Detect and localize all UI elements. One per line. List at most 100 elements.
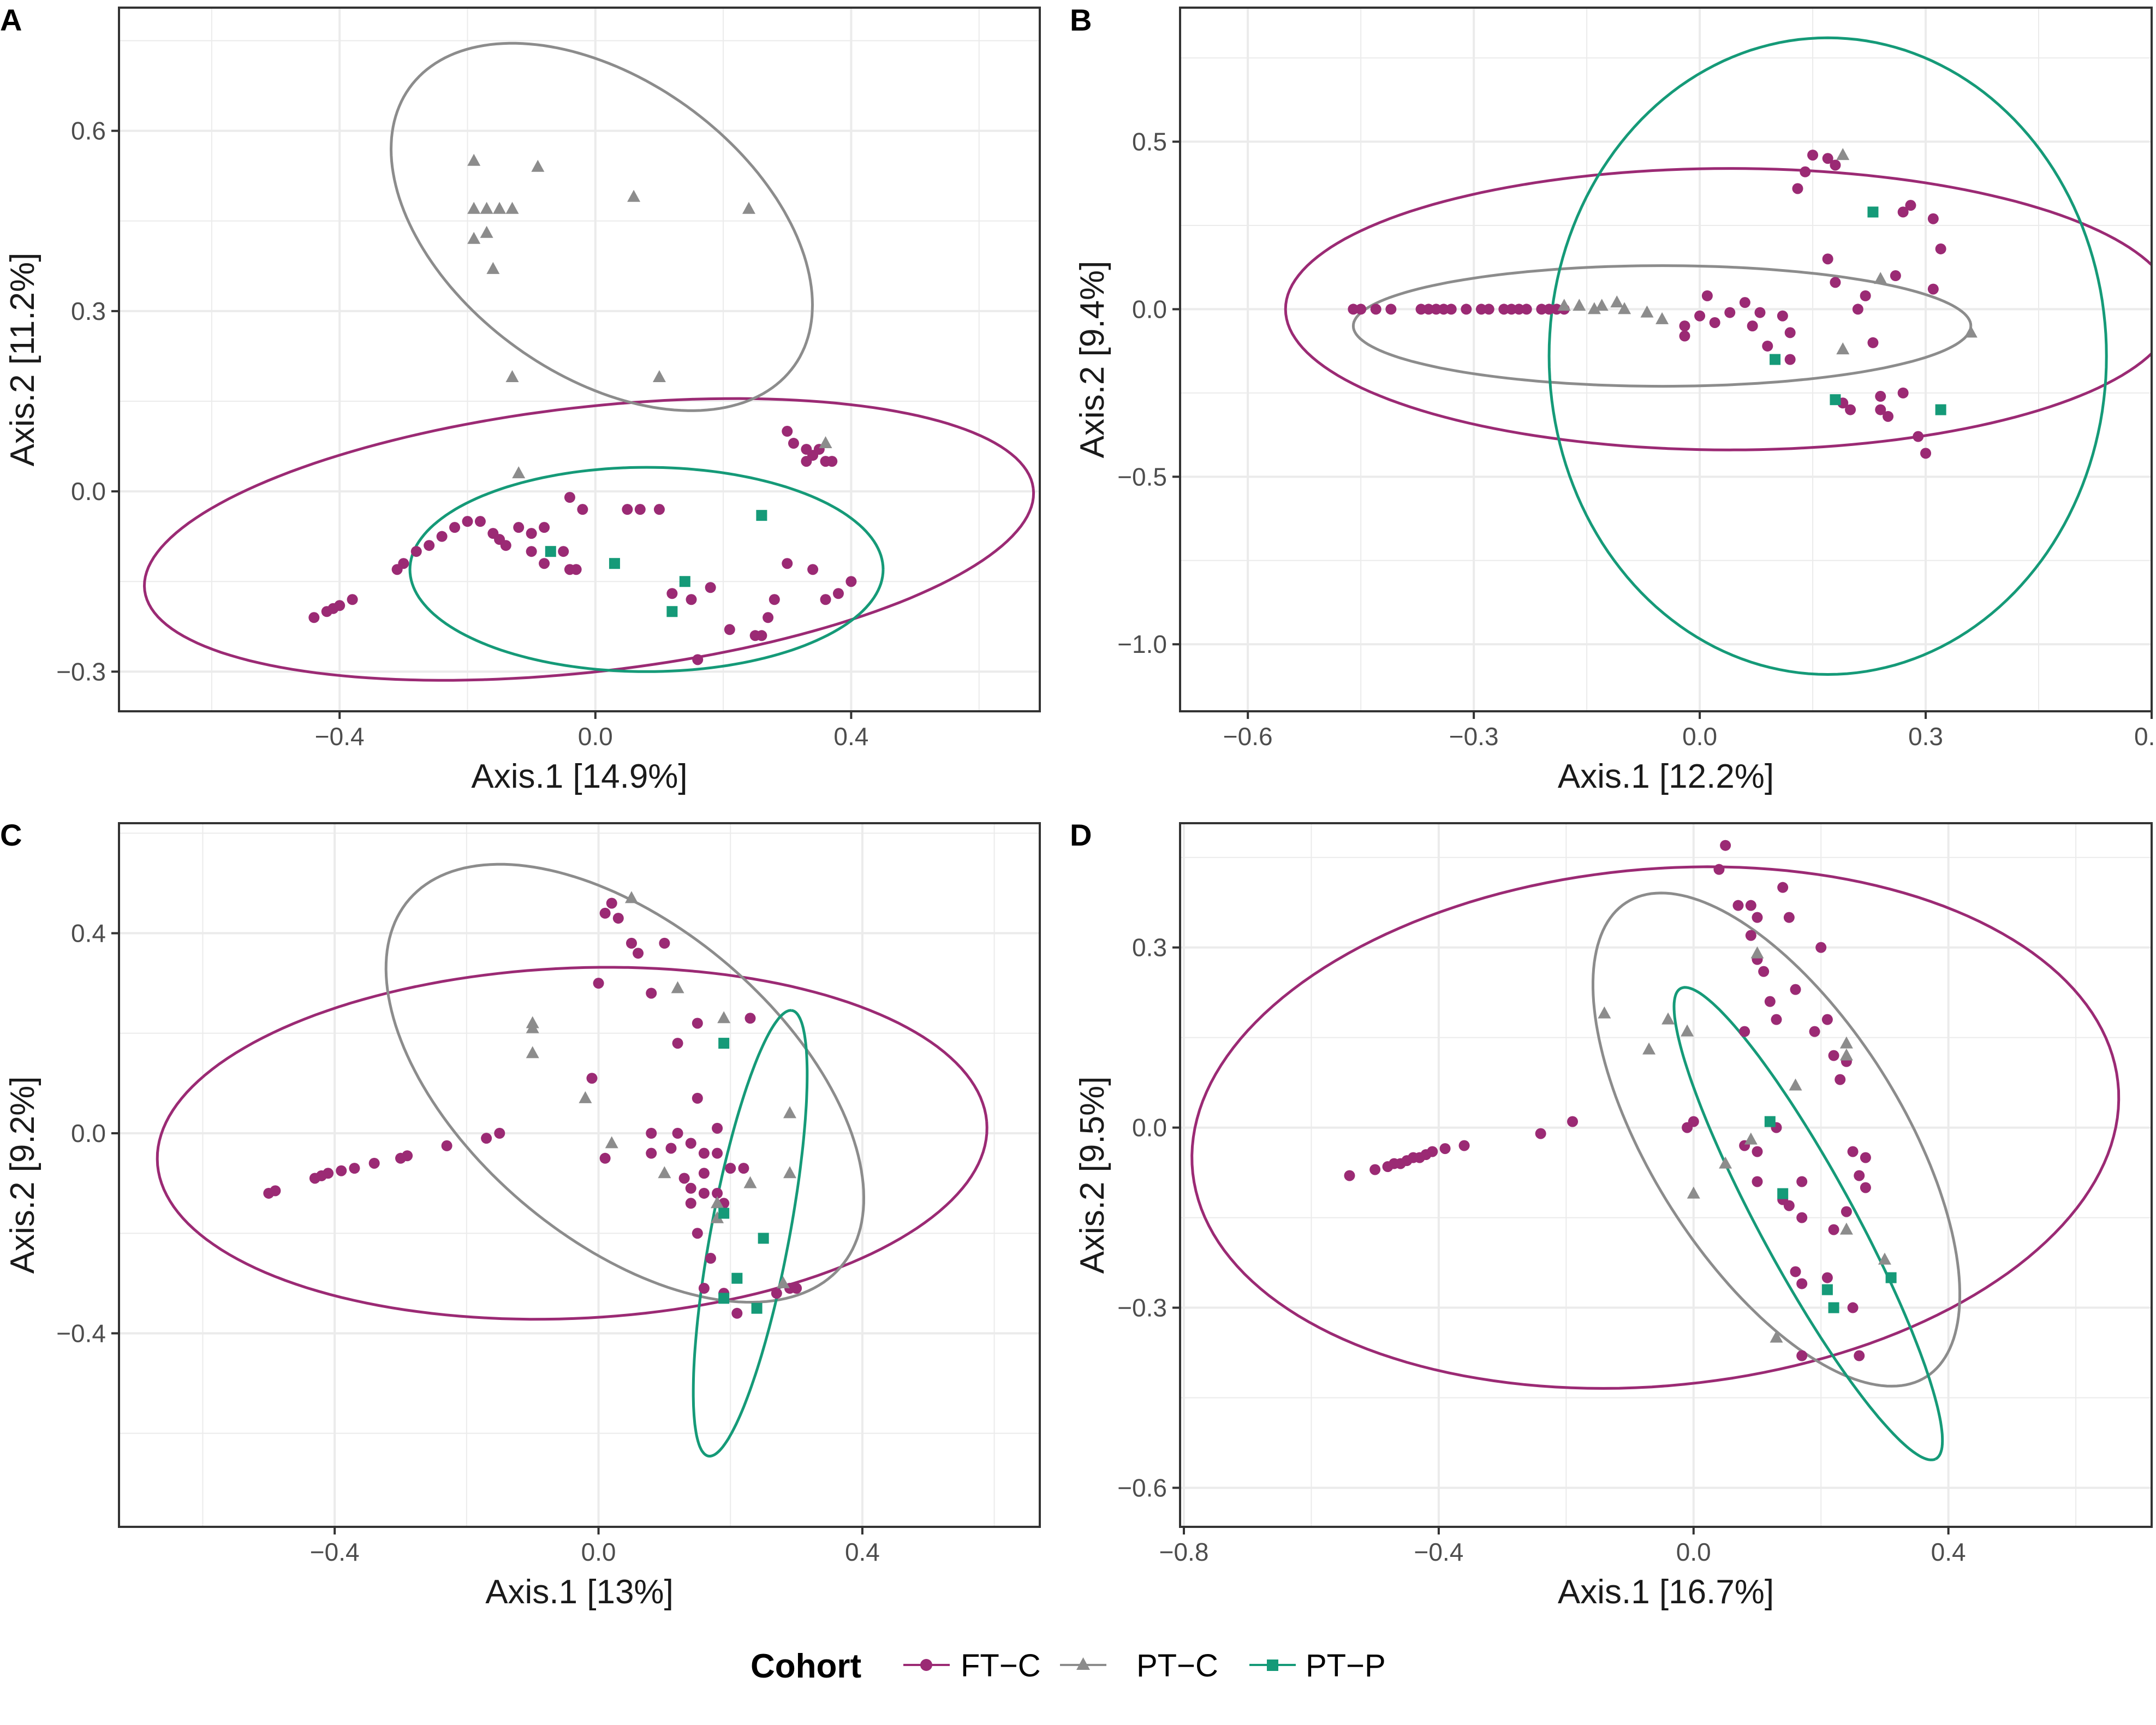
panel-a-point-pt-c xyxy=(505,201,519,214)
panel-c-point-ft-c xyxy=(599,1152,611,1164)
panel-d-point-ft-c xyxy=(1369,1164,1381,1175)
panel-b-ellipse-pt-c xyxy=(1351,264,1973,388)
panel-d-point-ft-c xyxy=(1783,1200,1795,1211)
panel-d-point-ft-c xyxy=(1567,1116,1579,1127)
panel-d-points xyxy=(1344,840,1897,1361)
panel-c-point-ft-c xyxy=(633,948,644,959)
panel-a-gridlines xyxy=(119,8,1040,711)
panel-c-point-ft-c xyxy=(593,978,604,989)
panel-a-point-ft-c xyxy=(526,546,537,557)
panel-d-point-pt-p xyxy=(1821,1284,1833,1295)
panel-d-point-pt-c xyxy=(1642,1042,1656,1055)
panel-d-point-ft-c xyxy=(1841,1206,1852,1217)
panel-b-point-ft-c xyxy=(1544,304,1555,315)
panel-a-point-ft-c xyxy=(539,522,550,533)
panel-a-point-ft-c xyxy=(666,588,678,599)
panel-b-x-tick-label: 0.3 xyxy=(1908,722,1943,751)
panel-d-point-ft-c xyxy=(1821,1014,1833,1025)
panel-b-point-ft-c xyxy=(1830,159,1841,171)
panel-b-point-pt-p xyxy=(1830,394,1841,406)
panel-a-point-ft-c xyxy=(564,492,575,503)
panel-b-y-tick-label: 0.0 xyxy=(1132,295,1167,323)
panel-b-point-pt-p xyxy=(1770,354,1781,365)
panel-b-point-ft-c xyxy=(1709,317,1720,328)
panel-b-point-ft-c xyxy=(1762,340,1773,352)
panel-a-point-ft-c xyxy=(845,576,857,587)
panel-b-point-pt-c xyxy=(1874,272,1887,284)
panel-a-y-tick-label: 0.0 xyxy=(71,477,106,505)
panel-b-point-ft-c xyxy=(1822,253,1833,265)
panel-a-point-pt-p xyxy=(609,558,620,569)
panel-c-ellipse-ft-c xyxy=(156,966,988,1321)
panel-a-point-pt-c xyxy=(467,201,481,214)
panel-d-point-pt-p xyxy=(1885,1272,1897,1283)
panel-d-point-ft-c xyxy=(1783,912,1795,923)
panel-b-point-ft-c xyxy=(1348,304,1359,315)
panel-d-x-axis-title: Axis.1 [16.7%] xyxy=(1558,1573,1774,1611)
panel-c-point-pt-p xyxy=(718,1293,730,1304)
panel-d-ellipses xyxy=(1190,865,2121,1461)
panel-d-point-ft-c xyxy=(1790,1266,1801,1277)
panel-d-ellipse-pt-c xyxy=(1592,891,1961,1388)
panel-d-point-pt-c xyxy=(1839,1222,1853,1235)
panel-a-point-pt-c xyxy=(480,225,493,238)
panel-a-point-ft-c xyxy=(788,438,799,449)
panel-d-point-ft-c xyxy=(1752,1176,1763,1187)
panel-b-point-ft-c xyxy=(1875,391,1886,402)
panel-b-plot-background xyxy=(1180,8,2152,711)
panel-a-ellipse-ft-c xyxy=(142,397,1035,682)
panel-d-point-pt-c xyxy=(1681,1024,1694,1037)
panel-b-point-ft-c xyxy=(1897,387,1909,398)
panel-a-point-ft-c xyxy=(449,522,461,533)
panel-a-point-pt-p xyxy=(679,576,690,587)
legend-key-marker-pt-c xyxy=(1076,1657,1090,1670)
panel-c-point-ft-c xyxy=(659,937,670,949)
panel-a-x-tick-label: 0.0 xyxy=(578,722,613,751)
panel-c-point-pt-c xyxy=(783,1106,796,1119)
panel-c-x-tick-label: 0.0 xyxy=(581,1538,616,1566)
panel-c-point-ft-c xyxy=(646,1147,657,1159)
panel-a-point-ft-c xyxy=(500,540,511,551)
panel-d-point-pt-c xyxy=(1598,1006,1611,1019)
panel-b-point-ft-c xyxy=(1445,304,1457,315)
panel-d-point-pt-c xyxy=(1839,1048,1853,1061)
panel-a-point-pt-c xyxy=(512,466,526,479)
panel-c-point-ft-c xyxy=(745,1013,756,1024)
panel-d-point-pt-c xyxy=(1719,1156,1732,1169)
panel-b-ellipse-ft-c xyxy=(1284,167,2152,451)
panel-c-point-ft-c xyxy=(692,1228,703,1239)
panel-d-x-tick-label: −0.4 xyxy=(1414,1538,1463,1566)
panel-b-point-ft-c xyxy=(1784,327,1796,338)
panel-a-point-ft-c xyxy=(820,594,831,605)
panel-d-point-ft-c xyxy=(1796,1350,1808,1361)
panel-d-point-ft-c xyxy=(1535,1128,1546,1139)
panel-c-point-ft-c xyxy=(368,1157,380,1169)
panel-b-point-ft-c xyxy=(1536,304,1547,315)
panel-d-point-pt-p xyxy=(1764,1116,1776,1127)
panel-d-point-ft-c xyxy=(1720,840,1731,851)
panel-a-point-ft-c xyxy=(763,612,774,623)
panel-b-point-pt-c xyxy=(1964,325,1978,338)
panel-c-point-ft-c xyxy=(698,1147,710,1159)
panel-b-point-ft-c xyxy=(1513,304,1524,315)
panel-c: C −0.4 0.0 0.4 −0.4 0.0 0.4 Axis.1 [13%] Axis.2 … xyxy=(0,818,1041,1611)
panel-d-point-ft-c xyxy=(1713,864,1725,875)
panel-d-point-pt-c xyxy=(1789,1078,1802,1091)
panel-d-point-ft-c xyxy=(1796,1212,1808,1223)
panel-d-point-ft-c xyxy=(1854,1170,1865,1181)
panel-a-ellipse-pt-c xyxy=(389,41,814,412)
panel-c-point-ft-c xyxy=(626,937,637,949)
panel-d-point-ft-c xyxy=(1847,1302,1859,1313)
panel-c-point-ft-c xyxy=(270,1185,281,1197)
panel-d-point-ft-c xyxy=(1732,900,1744,911)
panel-b-point-pt-c xyxy=(1587,302,1601,314)
panel-d-point-ft-c xyxy=(1815,942,1827,953)
panel-a-point-ft-c xyxy=(570,564,582,575)
panel-c-ellipse-pt-p xyxy=(692,1009,809,1458)
panel-d-plot-background xyxy=(1180,823,2152,1527)
panel-c-x-tick-label: −0.4 xyxy=(310,1538,360,1566)
panel-b-point-ft-c xyxy=(1875,404,1886,415)
panel-b-point-pt-c xyxy=(1610,295,1624,308)
panel-c-point-ft-c xyxy=(323,1168,334,1179)
panel-d-point-pt-c xyxy=(1839,1036,1853,1049)
